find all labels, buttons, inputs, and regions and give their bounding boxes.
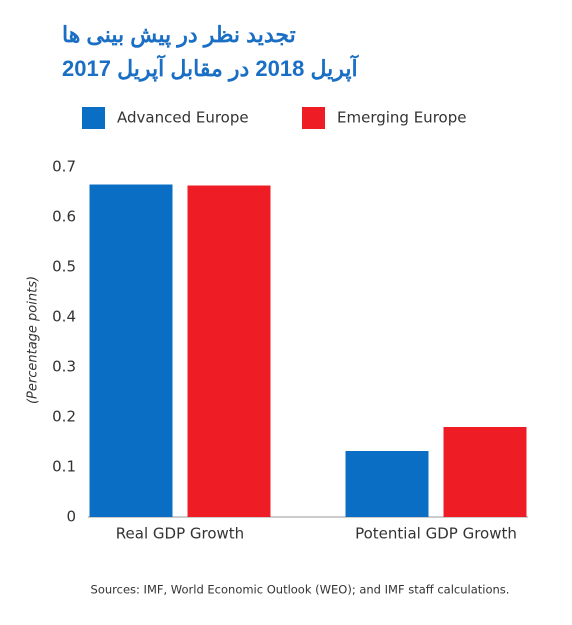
legend-swatch bbox=[302, 107, 325, 129]
y-tick-label: 0.1 bbox=[52, 458, 76, 476]
y-tick-label: 0.3 bbox=[52, 358, 76, 376]
legend-label: Emerging Europe bbox=[337, 109, 466, 127]
chart-title: تجدید نظر در پیش بینی ها bbox=[62, 22, 296, 47]
y-axis-label: (Percentage points) bbox=[26, 276, 41, 404]
bar bbox=[443, 427, 527, 517]
y-tick-label: 0.5 bbox=[52, 258, 76, 276]
y-tick-label: 0.2 bbox=[52, 408, 76, 426]
bar bbox=[187, 185, 271, 517]
y-tick-label: 0 bbox=[66, 508, 76, 526]
legend-label: Advanced Europe bbox=[117, 109, 249, 127]
x-tick-label: Real GDP Growth bbox=[116, 525, 244, 543]
y-tick-label: 0.4 bbox=[52, 308, 76, 326]
bar bbox=[89, 184, 173, 517]
legend-swatch bbox=[82, 107, 105, 129]
x-tick-label: Potential GDP Growth bbox=[355, 525, 517, 543]
chart-title: آپریل 2018 در مقابل آپریل 2017 bbox=[62, 56, 358, 81]
y-tick-label: 0.6 bbox=[52, 208, 76, 226]
bar bbox=[345, 451, 429, 517]
y-tick-label: 0.7 bbox=[52, 158, 76, 176]
source-note: Sources: IMF, World Economic Outlook (WE… bbox=[91, 583, 510, 597]
